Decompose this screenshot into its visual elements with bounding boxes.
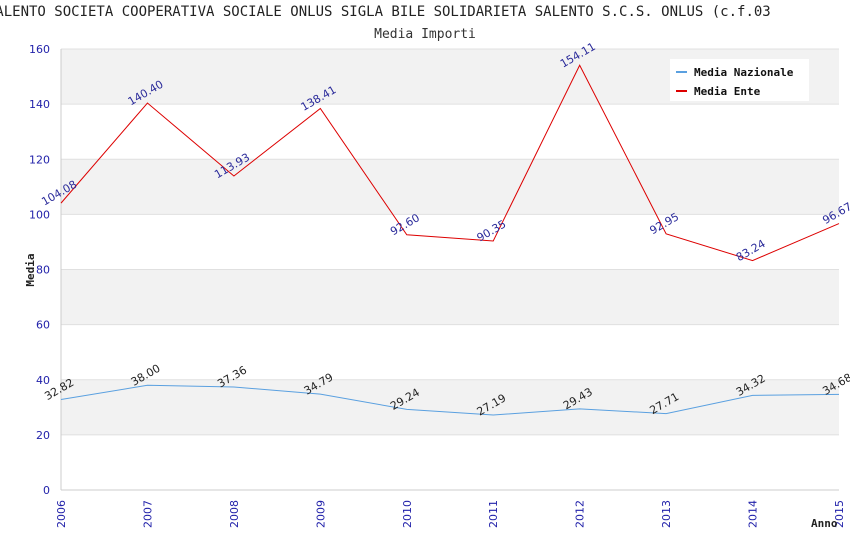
legend-label-media-nazionale: Media Nazionale xyxy=(694,66,794,79)
x-tick-label: 2007 xyxy=(141,500,154,528)
y-tick-label: 20 xyxy=(36,429,50,442)
legend-label-media-ente: Media Ente xyxy=(694,85,761,98)
x-tick-label: 2013 xyxy=(660,500,673,528)
grid-band xyxy=(61,379,839,435)
grid-band xyxy=(61,159,839,215)
x-tick-label: 2008 xyxy=(228,500,241,528)
x-tick-label: 2015 xyxy=(833,500,846,528)
x-tick-label: 2011 xyxy=(487,500,500,528)
y-tick-label: 140 xyxy=(29,98,50,111)
y-tick-label: 100 xyxy=(29,208,50,221)
y-tick-label: 60 xyxy=(36,319,50,332)
y-axis-label: Media xyxy=(24,253,37,286)
media-nazionale-line xyxy=(60,384,840,416)
y-tick-label: 80 xyxy=(36,264,50,277)
y-tick-label: 120 xyxy=(29,153,50,166)
x-axis-label: Anno xyxy=(811,517,838,530)
grid-band xyxy=(61,269,839,325)
x-tick-label: 2006 xyxy=(55,500,68,528)
x-tick-label: 2010 xyxy=(401,500,414,528)
chart-title-bar: A SALENTO SOCIETA COOPERATIVA SOCIALE ON… xyxy=(0,4,850,22)
legend-box xyxy=(670,59,809,101)
y-tick-label: 160 xyxy=(29,43,50,56)
x-tick-label: 2012 xyxy=(574,500,587,528)
chart-subtitle: Media Importi xyxy=(374,27,476,42)
y-tick-label: 0 xyxy=(43,484,50,497)
y-tick-label: 40 xyxy=(36,374,50,387)
media-ente-line xyxy=(60,64,840,262)
chart-title: A SALENTO SOCIETA COOPERATIVA SOCIALE ON… xyxy=(0,4,771,20)
x-tick-label: 2009 xyxy=(314,500,327,528)
x-tick-label: 2014 xyxy=(747,500,760,528)
